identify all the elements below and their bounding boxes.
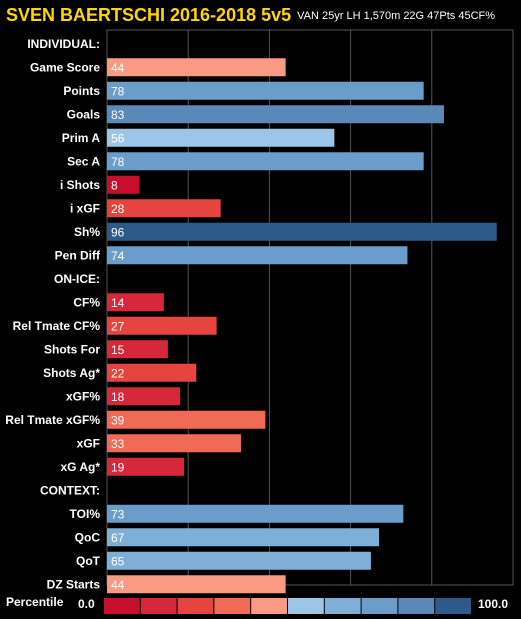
value-label-xgf: 33 — [111, 437, 125, 451]
row-label-shots-ag: Shots Ag* — [43, 366, 100, 380]
legend-swatch-2 — [177, 598, 214, 614]
bar-goals — [107, 105, 444, 124]
row-label-rel-tmate-cf: Rel Tmate CF% — [13, 319, 101, 333]
section-label-context: CONTEXT: — [40, 483, 100, 497]
bar-shots-for — [107, 340, 168, 359]
legend-title: Percentile — [6, 595, 64, 609]
value-label-sec-a: 78 — [111, 155, 125, 169]
row-label-i-shots: i Shots — [60, 178, 100, 192]
value-label-i-shots: 8 — [111, 178, 118, 192]
row-label-xgf: xGF% — [66, 389, 100, 403]
row-label-xg-ag: xG Ag* — [60, 460, 100, 474]
bar-shots-ag — [107, 363, 197, 382]
bar-toi — [107, 504, 404, 523]
row-label-game-score: Game Score — [30, 60, 100, 74]
value-label-game-score: 44 — [111, 61, 125, 75]
bar-i-shots — [107, 175, 140, 194]
chart-subtitle: VAN 25yr LH 1,570m 22G 47Pts 45CF% — [297, 10, 496, 22]
row-label-prim-a: Prim A — [62, 131, 101, 145]
row-label-i-xgf: i xGF — [70, 201, 100, 215]
legend-swatch-8 — [398, 598, 435, 614]
section-label-individual: INDIVIDUAL: — [27, 37, 100, 51]
row-label-cf: CF% — [73, 295, 100, 309]
bar-cf — [107, 293, 164, 312]
row-label-xgf: xGF — [77, 436, 100, 450]
bar-game-score — [107, 58, 286, 77]
legend-swatch-1 — [140, 598, 177, 614]
bar-xgf — [107, 387, 181, 406]
value-label-xgf: 18 — [111, 390, 125, 404]
bar-xg-ag — [107, 457, 185, 476]
bar-qoc — [107, 528, 380, 547]
chart-header: SVEN BAERTSCHI 2016-2018 5v5 VAN 25yr LH … — [6, 5, 495, 31]
row-label-rel-tmate-xgf: Rel Tmate xGF% — [5, 413, 100, 427]
value-label-shots-for: 15 — [111, 343, 125, 357]
chart-title: SVEN BAERTSCHI 2016-2018 5v5 — [6, 5, 292, 25]
bar-prim-a — [107, 128, 335, 147]
row-label-dz-starts: DZ Starts — [47, 577, 101, 591]
value-label-i-xgf: 28 — [111, 202, 125, 216]
value-label-prim-a: 56 — [111, 131, 125, 145]
row-label-toi: TOI% — [70, 507, 101, 521]
value-label-goals: 83 — [111, 108, 125, 122]
legend-swatch-4 — [251, 598, 287, 614]
bar-points — [107, 81, 424, 100]
section-label-on-ice: ON-ICE: — [54, 272, 100, 286]
value-label-toi: 73 — [111, 507, 125, 521]
bar-rel-tmate-xgf — [107, 410, 266, 429]
legend-swatch-0 — [104, 598, 140, 614]
row-label-sec-a: Sec A — [67, 154, 100, 168]
bar-xgf — [107, 434, 241, 453]
legend-swatch-7 — [361, 598, 398, 614]
value-label-qot: 65 — [111, 554, 125, 568]
row-label-pen-diff: Pen Diff — [55, 248, 101, 262]
value-label-shots-ag: 22 — [111, 366, 125, 380]
row-label-goals: Goals — [67, 107, 101, 121]
legend-swatch-5 — [288, 598, 324, 614]
bar-pen-diff — [107, 246, 408, 265]
value-label-pen-diff: 74 — [111, 249, 125, 263]
legend-min-label: 0.0 — [78, 597, 95, 611]
value-label-dz-starts: 44 — [111, 578, 125, 592]
bar-sec-a — [107, 152, 424, 171]
value-label-points: 78 — [111, 84, 125, 98]
bar-qot — [107, 551, 371, 570]
row-label-points: Points — [63, 84, 100, 98]
bar-i-xgf — [107, 199, 221, 218]
value-label-rel-tmate-cf: 27 — [111, 319, 125, 333]
legend-max-label: 100.0 — [478, 597, 508, 611]
bar-sh — [107, 222, 497, 241]
value-label-sh: 96 — [111, 225, 125, 239]
row-label-shots-for: Shots For — [44, 342, 100, 356]
legend-swatch-6 — [324, 598, 361, 614]
row-label-qoc: QoC — [75, 530, 101, 544]
bar-dz-starts — [107, 575, 286, 594]
row-label-sh: Sh% — [74, 225, 100, 239]
legend-swatch-9 — [435, 598, 471, 614]
value-label-cf: 14 — [111, 296, 125, 310]
value-label-qoc: 67 — [111, 531, 125, 545]
value-label-xg-ag: 19 — [111, 460, 125, 474]
legend-swatch-3 — [214, 598, 251, 614]
value-label-rel-tmate-xgf: 39 — [111, 413, 125, 427]
bar-rel-tmate-cf — [107, 316, 217, 335]
row-label-qot: QoT — [76, 554, 101, 568]
